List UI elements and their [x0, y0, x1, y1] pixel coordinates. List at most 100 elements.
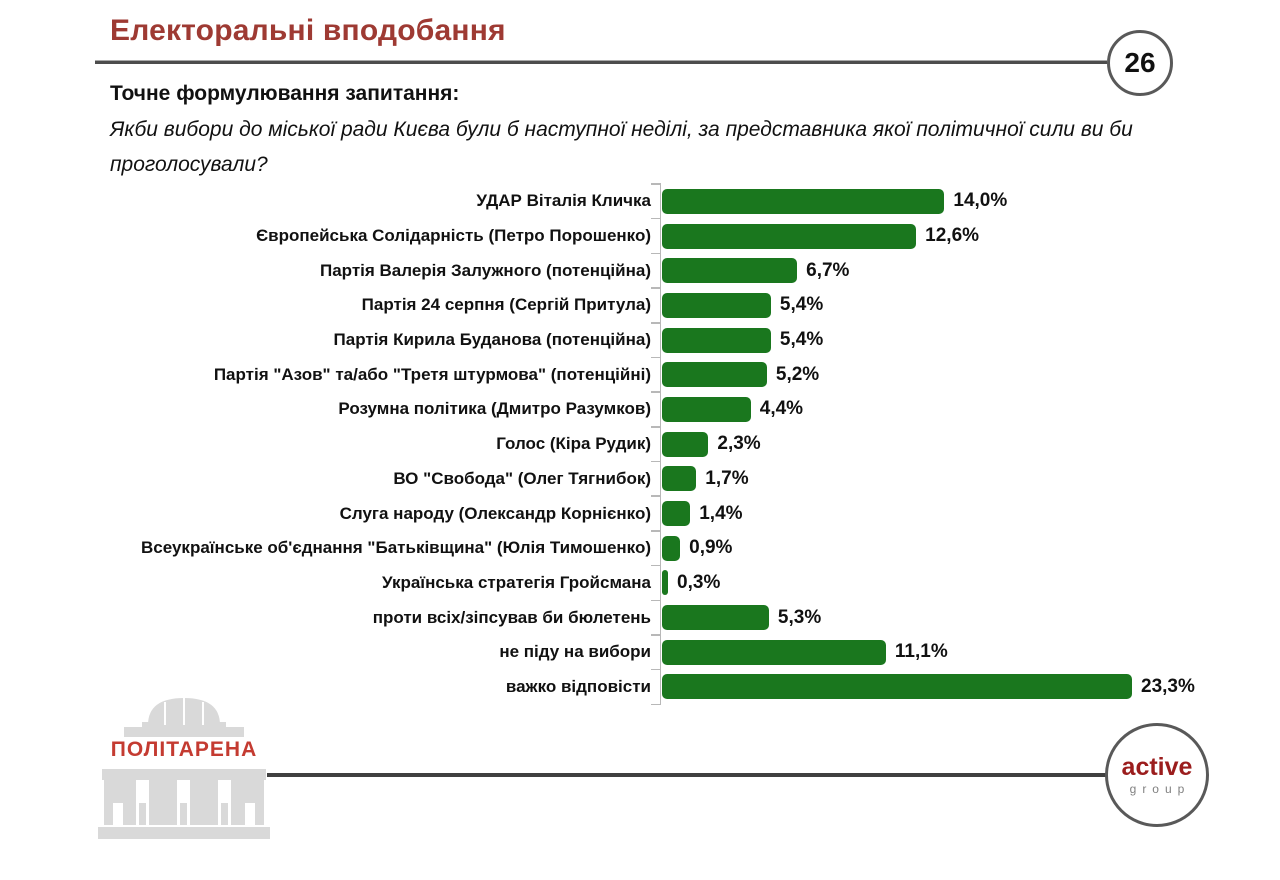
- category-label: Європейська Солідарність (Петро Порошенк…: [256, 226, 651, 246]
- axis-tick: [651, 668, 661, 671]
- category-label: Партія "Азов" та/або "Третя штурмова" (п…: [213, 364, 651, 384]
- chart-row: Партія Валерія Залужного (потенційна) 6,…: [0, 252, 1280, 289]
- category-label: Голос (Кіра Рудик): [496, 434, 651, 454]
- bar-track: 5,4%: [651, 287, 1280, 323]
- chart-row: Партія Кирила Буданова (потенційна) 5,4%: [0, 322, 1280, 358]
- category-label: Слуга народу (Олександр Корнієнко): [339, 503, 651, 523]
- chart-row: ВО "Свобода" (Олег Тягнибок) 1,7%: [0, 460, 1280, 497]
- chart-row: УДАР Віталія Кличка 14,0%: [0, 183, 1280, 219]
- chart-row: Українська стратегія Гройсмана 0,3%: [0, 564, 1280, 601]
- axis-tick: [651, 356, 661, 359]
- axis-tick: [651, 530, 661, 532]
- bar: [662, 431, 709, 457]
- page-number-badge: 26: [1107, 30, 1173, 96]
- active-group-name: active: [1121, 752, 1193, 781]
- axis-tick: [651, 391, 661, 393]
- chart-row: не піду на вибори 11,1%: [0, 634, 1280, 670]
- axis-tick: [651, 426, 661, 428]
- bar-track: 23,3%: [651, 668, 1280, 705]
- active-group-subname: group: [1129, 781, 1191, 796]
- politarena-building-icon: [98, 698, 270, 839]
- bar: [662, 223, 917, 249]
- chart-row: Голос (Кіра Рудик) 2,3%: [0, 426, 1280, 462]
- axis-tick: [651, 564, 661, 567]
- bar-chart: УДАР Віталія Кличка 14,0% Європейська Со…: [0, 183, 1280, 705]
- bar-track: 5,4%: [651, 322, 1280, 358]
- chart-row: Розумна політика (Дмитро Разумков) 4,4%: [0, 391, 1280, 427]
- bar-track: 0,9%: [651, 530, 1280, 566]
- value-label: 6,7%: [806, 259, 850, 281]
- value-label: 4,4%: [759, 398, 804, 420]
- bar: [662, 327, 771, 353]
- bar: [662, 501, 691, 527]
- page-number: 26: [1124, 47, 1156, 78]
- axis-tick: [651, 634, 661, 636]
- axis-tick: [651, 217, 661, 220]
- category-label: Партія Кирила Буданова (потенційна): [333, 330, 651, 350]
- bar: [662, 362, 767, 388]
- chart-row: Слуга народу (Олександр Корнієнко) 1,4%: [0, 495, 1280, 531]
- value-label: 0,3%: [677, 571, 721, 593]
- politarena-logo: ПОЛІТАРЕНА: [98, 693, 270, 839]
- category-label: проти всіх/зіпсував би бюлетень: [372, 607, 651, 627]
- bar: [662, 466, 697, 492]
- active-group-logo: active group: [1105, 723, 1209, 827]
- question-text: Якби вибори до міської ради Києва були б…: [110, 118, 1133, 176]
- category-label: Партія Валерія Залужного (потенційна): [320, 260, 651, 280]
- value-label: 14,0%: [953, 190, 1008, 212]
- value-label: 5,2%: [775, 363, 820, 385]
- chart-row: Європейська Солідарність (Петро Порошенк…: [0, 217, 1280, 254]
- axis-tick: [651, 495, 661, 497]
- axis-tick: [651, 183, 661, 185]
- category-label: важко відповісти: [505, 676, 651, 696]
- chart-row: важко відповісти 23,3%: [0, 668, 1280, 705]
- category-label: УДАР Віталія Кличка: [476, 191, 651, 211]
- axis-tick: [651, 599, 661, 601]
- question-heading: Точне формулювання запитання:: [110, 82, 460, 105]
- bar-track: 14,0%: [651, 183, 1280, 219]
- bar: [662, 292, 771, 318]
- category-label: не піду на вибори: [499, 642, 651, 662]
- value-label: 23,3%: [1141, 675, 1195, 697]
- bar-track: 5,2%: [651, 356, 1280, 393]
- axis-tick: [651, 322, 661, 324]
- category-label: ВО "Свобода" (Олег Тягнибок): [393, 468, 651, 488]
- bar: [662, 605, 769, 631]
- bar: [662, 674, 1132, 700]
- axis-tick: [651, 252, 661, 255]
- bar-track: 1,4%: [651, 495, 1280, 531]
- axis-tick: [651, 460, 661, 463]
- axis-tick: [651, 287, 661, 289]
- bar: [662, 258, 798, 284]
- category-label: Розумна політика (Дмитро Разумков): [338, 399, 651, 419]
- chart-row: Партія 24 серпня (Сергій Притула) 5,4%: [0, 287, 1280, 323]
- header-divider: [95, 60, 1107, 64]
- value-label: 1,4%: [699, 502, 743, 524]
- value-label: 2,3%: [717, 433, 761, 455]
- category-label: Українська стратегія Гройсмана: [382, 572, 651, 592]
- value-label: 5,3%: [777, 606, 822, 628]
- bar: [662, 396, 751, 422]
- politarena-logo-text: ПОЛІТАРЕНА: [110, 738, 258, 761]
- bar: [662, 535, 681, 561]
- value-label: 1,7%: [705, 467, 749, 489]
- bar-track: 12,6%: [651, 217, 1280, 254]
- page-title: Електоральні вподобання: [110, 14, 506, 47]
- value-label: 11,1%: [894, 641, 948, 663]
- bar: [662, 639, 886, 665]
- bar-track: 11,1%: [651, 634, 1280, 670]
- bar-track: 2,3%: [651, 426, 1280, 462]
- value-label: 0,9%: [689, 537, 733, 559]
- bar-track: 5,3%: [651, 599, 1280, 635]
- chart-row: Партія "Азов" та/або "Третя штурмова" (п…: [0, 356, 1280, 393]
- footer-divider: [267, 773, 1107, 777]
- bar-track: 4,4%: [651, 391, 1280, 427]
- bar: [662, 188, 945, 214]
- value-label: 5,4%: [779, 329, 824, 351]
- category-label: Партія 24 серпня (Сергій Притула): [361, 295, 651, 315]
- category-label: Всеукраїнське об'єднання "Батьківщина" (…: [141, 538, 651, 558]
- bar: [662, 570, 669, 596]
- value-label: 12,6%: [925, 225, 980, 247]
- bar-track: 0,3%: [651, 564, 1280, 601]
